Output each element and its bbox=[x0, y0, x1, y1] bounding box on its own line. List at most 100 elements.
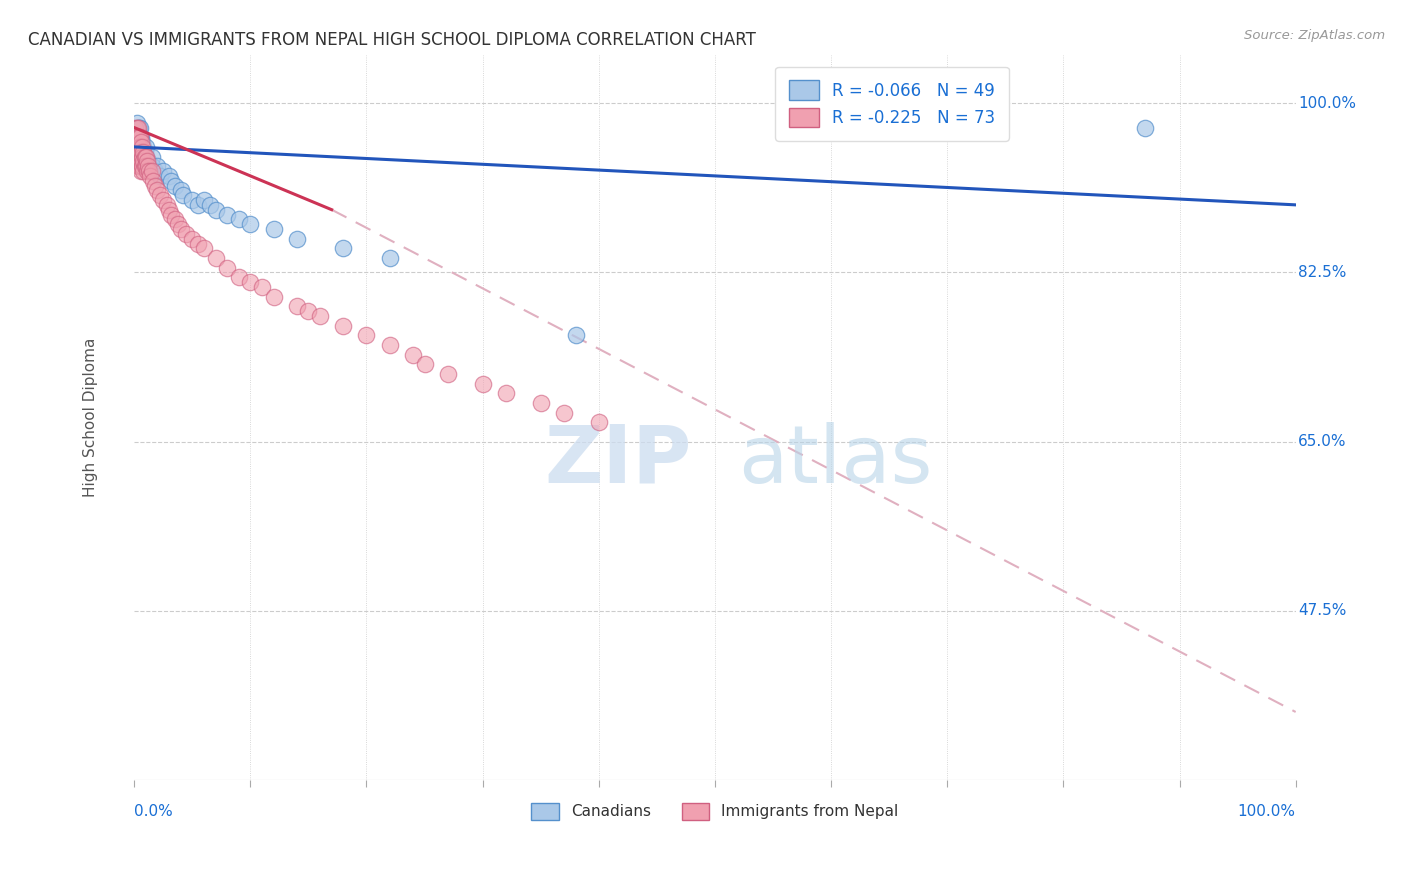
Text: 0.0%: 0.0% bbox=[134, 804, 173, 819]
Point bbox=[193, 241, 215, 255]
Point bbox=[128, 120, 150, 135]
Point bbox=[181, 232, 204, 246]
Point bbox=[129, 140, 152, 154]
Point bbox=[152, 164, 174, 178]
Point bbox=[172, 188, 194, 202]
Point bbox=[129, 120, 152, 135]
Point bbox=[127, 120, 149, 135]
Point bbox=[169, 183, 191, 197]
Point bbox=[553, 405, 575, 419]
Point bbox=[285, 232, 308, 246]
Text: 100.0%: 100.0% bbox=[1298, 96, 1355, 111]
Point bbox=[588, 415, 610, 429]
Point bbox=[138, 164, 160, 178]
Point bbox=[217, 260, 239, 275]
Point bbox=[163, 178, 186, 193]
Point bbox=[141, 164, 163, 178]
Point bbox=[332, 318, 354, 333]
Point bbox=[141, 150, 163, 164]
Point bbox=[129, 145, 152, 159]
Point bbox=[143, 164, 166, 178]
Point bbox=[332, 241, 354, 255]
Point bbox=[217, 207, 239, 221]
Point bbox=[149, 188, 172, 202]
Point bbox=[125, 116, 148, 130]
Point bbox=[128, 135, 150, 149]
Point bbox=[169, 222, 191, 236]
Point bbox=[142, 174, 165, 188]
Point bbox=[129, 130, 152, 145]
Point bbox=[129, 130, 152, 145]
Point bbox=[378, 251, 401, 265]
Point bbox=[127, 130, 149, 145]
Text: CANADIAN VS IMMIGRANTS FROM NEPAL HIGH SCHOOL DIPLOMA CORRELATION CHART: CANADIAN VS IMMIGRANTS FROM NEPAL HIGH S… bbox=[28, 31, 756, 49]
Point bbox=[129, 159, 152, 173]
Point bbox=[135, 150, 157, 164]
Point bbox=[131, 135, 153, 149]
Point bbox=[163, 212, 186, 227]
Point bbox=[564, 328, 586, 343]
Point bbox=[135, 140, 157, 154]
Text: 65.0%: 65.0% bbox=[1298, 434, 1347, 449]
Point bbox=[129, 150, 152, 164]
Point bbox=[149, 169, 172, 183]
Point bbox=[131, 159, 153, 173]
Text: atlas: atlas bbox=[738, 422, 932, 500]
Point bbox=[136, 164, 159, 178]
Point bbox=[142, 164, 165, 178]
Point bbox=[128, 130, 150, 145]
Point bbox=[131, 150, 153, 164]
Point bbox=[135, 159, 157, 173]
Point bbox=[176, 227, 198, 241]
Point bbox=[263, 222, 285, 236]
Point bbox=[134, 145, 156, 159]
Point bbox=[193, 193, 215, 207]
Point bbox=[128, 140, 150, 154]
Point bbox=[356, 328, 378, 343]
Point bbox=[132, 140, 155, 154]
Text: Source: ZipAtlas.com: Source: ZipAtlas.com bbox=[1244, 29, 1385, 42]
Point bbox=[187, 236, 209, 251]
Text: 82.5%: 82.5% bbox=[1298, 265, 1347, 280]
Point bbox=[127, 159, 149, 173]
Point bbox=[132, 145, 155, 159]
Point bbox=[187, 198, 209, 212]
Point bbox=[263, 290, 285, 304]
Point bbox=[136, 159, 159, 173]
Point bbox=[309, 309, 332, 323]
Text: High School Diploma: High School Diploma bbox=[83, 338, 97, 497]
Point bbox=[495, 386, 517, 401]
Point bbox=[129, 140, 152, 154]
Point bbox=[131, 140, 153, 154]
Point bbox=[181, 193, 204, 207]
Point bbox=[143, 178, 166, 193]
Point bbox=[129, 135, 152, 149]
Point bbox=[138, 159, 160, 173]
Point bbox=[127, 120, 149, 135]
Point bbox=[297, 304, 319, 318]
Point bbox=[413, 357, 436, 371]
Point bbox=[135, 150, 157, 164]
Point bbox=[127, 150, 149, 164]
Point bbox=[530, 396, 553, 410]
Point bbox=[129, 130, 152, 145]
Point bbox=[228, 212, 250, 227]
Point bbox=[132, 150, 155, 164]
Point bbox=[436, 367, 458, 381]
Point bbox=[204, 251, 226, 265]
Text: 47.5%: 47.5% bbox=[1298, 603, 1347, 618]
Point bbox=[128, 159, 150, 173]
Point bbox=[157, 169, 180, 183]
Point bbox=[134, 154, 156, 169]
Point bbox=[124, 130, 146, 145]
Point bbox=[129, 164, 152, 178]
Point bbox=[141, 159, 163, 173]
Point bbox=[471, 376, 494, 391]
Point bbox=[378, 338, 401, 352]
Point bbox=[204, 202, 226, 217]
Point bbox=[127, 140, 149, 154]
Point bbox=[128, 150, 150, 164]
Point bbox=[132, 164, 155, 178]
Point bbox=[134, 159, 156, 173]
Point bbox=[146, 183, 169, 197]
